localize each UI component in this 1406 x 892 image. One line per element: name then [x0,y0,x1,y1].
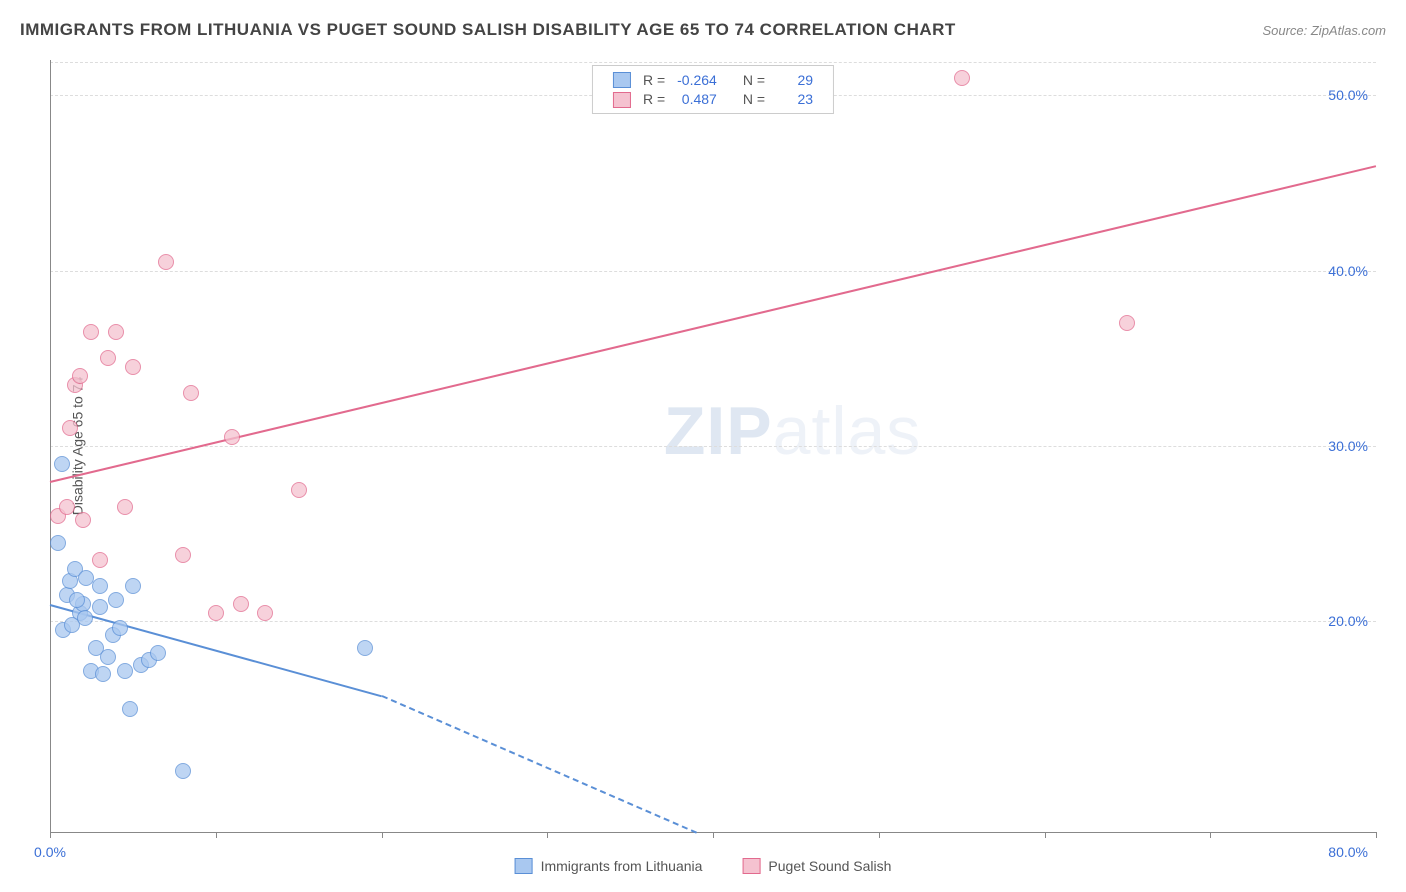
data-point [83,324,99,340]
y-tick-label: 30.0% [1328,438,1368,454]
data-point [224,429,240,445]
grid-line [50,271,1376,272]
series-legend: Immigrants from Lithuania Puget Sound Sal… [515,858,892,874]
trend-line [50,165,1376,483]
data-point [62,420,78,436]
data-point [92,599,108,615]
legend-r-value: -0.264 [671,70,723,89]
grid-line [50,446,1376,447]
legend-swatch [515,858,533,874]
x-tick [1045,832,1046,838]
x-tick [879,832,880,838]
x-tick [216,832,217,838]
data-point [125,578,141,594]
legend-n-label: N = [737,70,771,89]
data-point [117,499,133,515]
data-point [112,620,128,636]
legend-swatch [742,858,760,874]
source-attribution: Source: ZipAtlas.com [1262,23,1386,38]
data-point [150,645,166,661]
correlation-legend: R =-0.264 N =29 R =0.487 N =23 [592,65,834,114]
x-tick [382,832,383,838]
x-tick [1210,832,1211,838]
legend-label: Immigrants from Lithuania [541,858,703,874]
grid-line [50,621,1376,622]
grid-line [50,62,1376,63]
data-point [100,649,116,665]
data-point [92,578,108,594]
data-point [54,456,70,472]
data-point [175,763,191,779]
data-point [1119,315,1135,331]
y-tick-label: 50.0% [1328,87,1368,103]
data-point [77,610,93,626]
data-point [291,482,307,498]
trend-line [381,695,697,834]
legend-r-label: R = [637,70,671,89]
y-tick-label: 20.0% [1328,613,1368,629]
data-point [108,324,124,340]
data-point [183,385,199,401]
legend-item: Puget Sound Salish [742,858,891,874]
data-point [72,368,88,384]
data-point [122,701,138,717]
legend-swatch [613,72,631,88]
legend-n-value: 29 [771,70,819,89]
plot-region: 20.0%30.0%40.0%50.0%0.0%80.0% [50,60,1376,832]
x-tick [713,832,714,838]
x-tick-label: 0.0% [34,844,66,860]
data-point [125,359,141,375]
x-tick [547,832,548,838]
data-point [50,535,66,551]
data-point [357,640,373,656]
chart-area: ZIPatlas 20.0%30.0%40.0%50.0%0.0%80.0% R… [50,60,1376,832]
data-point [108,592,124,608]
data-point [175,547,191,563]
legend-n-value: 23 [771,89,819,108]
legend-n-label: N = [737,89,771,108]
y-tick-label: 40.0% [1328,263,1368,279]
data-point [100,350,116,366]
x-tick [1376,832,1377,838]
data-point [59,499,75,515]
chart-title: IMMIGRANTS FROM LITHUANIA VS PUGET SOUND… [20,20,956,40]
legend-r-value: 0.487 [671,89,723,108]
y-axis [50,60,51,832]
data-point [92,552,108,568]
data-point [95,666,111,682]
data-point [208,605,224,621]
legend-r-label: R = [637,89,671,108]
legend-swatch [613,92,631,108]
x-tick-label: 80.0% [1328,844,1368,860]
data-point [158,254,174,270]
x-tick [50,832,51,838]
legend-label: Puget Sound Salish [768,858,891,874]
data-point [233,596,249,612]
data-point [117,663,133,679]
legend-item: Immigrants from Lithuania [515,858,703,874]
data-point [75,512,91,528]
data-point [954,70,970,86]
data-point [69,592,85,608]
data-point [257,605,273,621]
